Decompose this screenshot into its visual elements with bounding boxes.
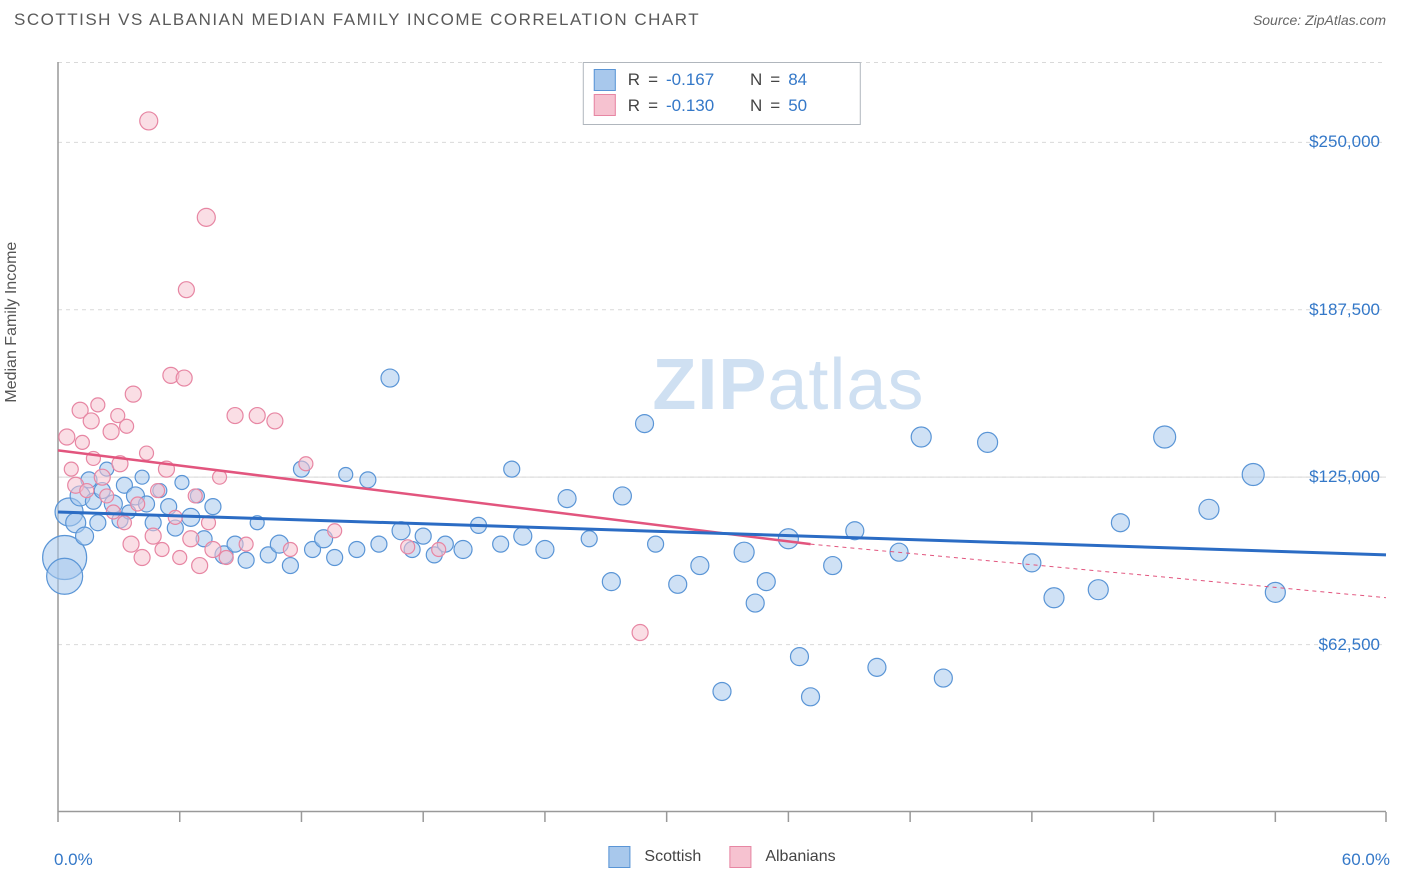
y-tick-label: $125,000 bbox=[1309, 467, 1380, 487]
chart-svg bbox=[58, 62, 1386, 812]
stats-legend-box: R= -0.167 N= 84 R= -0.130 N= 50 bbox=[583, 62, 861, 125]
source-attribution: Source: ZipAtlas.com bbox=[1253, 12, 1386, 28]
legend-item-albanians: Albanians bbox=[729, 846, 835, 868]
chart-container: Median Family Income ZIPatlas R= -0.167 … bbox=[14, 44, 1386, 872]
legend-swatch-scottish bbox=[608, 846, 630, 868]
stats-row-scottish: R= -0.167 N= 84 bbox=[594, 67, 846, 93]
x-tick-first: 0.0% bbox=[54, 850, 93, 870]
legend-bottom: Scottish Albanians bbox=[608, 846, 835, 868]
y-tick-label: $62,500 bbox=[1319, 635, 1380, 655]
legend-item-scottish: Scottish bbox=[608, 846, 701, 868]
swatch-scottish bbox=[594, 69, 616, 91]
swatch-albanians bbox=[594, 94, 616, 116]
y-axis-label: Median Family Income bbox=[3, 242, 21, 403]
chart-title: SCOTTISH VS ALBANIAN MEDIAN FAMILY INCOM… bbox=[14, 10, 700, 30]
stats-row-albanians: R= -0.130 N= 50 bbox=[594, 93, 846, 119]
y-tick-label: $250,000 bbox=[1309, 132, 1380, 152]
x-tick-last: 60.0% bbox=[1342, 850, 1390, 870]
plot-area: ZIPatlas R= -0.167 N= 84 R= -0.130 N= 50 bbox=[58, 62, 1386, 812]
legend-swatch-albanians bbox=[729, 846, 751, 868]
y-tick-label: $187,500 bbox=[1309, 300, 1380, 320]
